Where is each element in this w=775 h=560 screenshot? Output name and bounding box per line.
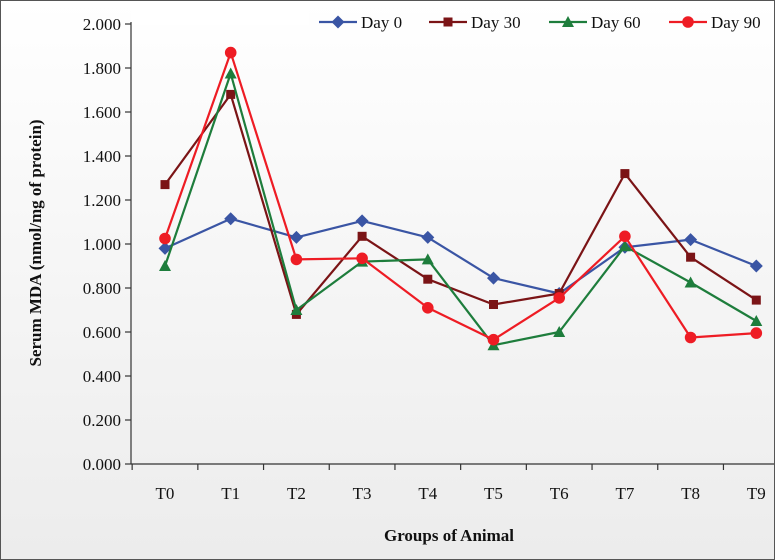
legend-label: Day 0: [361, 13, 402, 32]
x-tick-label: T8: [681, 484, 700, 503]
series-day-90: [159, 46, 763, 346]
legend-marker: [443, 17, 453, 27]
y-tick-label: 0.200: [83, 411, 121, 430]
x-tick-label: T0: [156, 484, 175, 503]
x-tick-label: T5: [484, 484, 503, 503]
x-axis-title: Groups of Animal: [384, 526, 514, 545]
legend-label: Day 60: [591, 13, 641, 32]
data-point: [421, 253, 434, 265]
data-point: [619, 230, 631, 243]
y-axis-title: Serum MDA (nmol/mg of protein): [26, 119, 45, 366]
data-point: [618, 240, 631, 252]
x-tick-label: T4: [418, 484, 437, 503]
legend-backdrop: [131, 3, 309, 25]
data-point: [159, 260, 171, 271]
data-point: [553, 292, 565, 304]
data-point: [355, 214, 369, 228]
legend-item: Day 60: [549, 13, 641, 32]
x-tick-label: T1: [221, 484, 240, 503]
x-tick-label: T3: [353, 484, 372, 503]
data-point: [224, 212, 238, 226]
data-point: [489, 300, 498, 309]
y-tick-label: 1.200: [83, 191, 121, 210]
x-tick-label: T7: [615, 484, 634, 503]
data-point: [684, 331, 697, 344]
y-tick-label: 2.000: [83, 15, 121, 34]
data-point: [356, 252, 368, 265]
series-day-0: [158, 212, 763, 300]
x-tick-label: T6: [550, 484, 569, 503]
data-point: [423, 274, 433, 284]
y-tick-label: 1.600: [83, 103, 121, 122]
x-tick-labels: T0 T1 T2 T3 T4 T5 T6 T7 T8 T9: [156, 484, 766, 503]
legend-marker: [331, 15, 345, 29]
data-point: [421, 230, 435, 244]
data-point: [749, 259, 763, 273]
legend-label: Day 90: [711, 13, 761, 32]
data-point: [684, 233, 698, 247]
legend-label: Day 30: [471, 13, 521, 32]
legend-item: Day 0: [319, 13, 402, 32]
legend-item: Day 30: [429, 13, 521, 32]
data-point: [160, 180, 170, 190]
legend: Day 0 Day 30 Day 60 Day 90: [319, 13, 761, 32]
data-point: [750, 315, 763, 326]
legend-marker: [562, 16, 574, 27]
series-layer: [158, 46, 763, 351]
x-tick-label: T9: [747, 484, 766, 503]
data-point: [224, 67, 237, 79]
y-tick-label: 1.800: [83, 59, 121, 78]
data-point: [158, 241, 172, 255]
axes: [125, 3, 774, 470]
series-line: [163, 72, 757, 347]
series-line: [164, 93, 757, 316]
y-tick-labels: 0.000 0.200 0.400 0.600 0.800 1.000 1.200 1.400…: [83, 15, 121, 474]
legend-marker: [682, 16, 694, 28]
series-day-30: [160, 89, 761, 319]
data-point: [226, 89, 236, 99]
data-point: [684, 276, 697, 288]
data-point: [159, 232, 171, 245]
y-tick-label: 0.800: [83, 279, 121, 298]
legend-item: Day 90: [669, 13, 761, 32]
series-line: [164, 217, 757, 295]
series-line: [163, 51, 757, 341]
y-tick-label: 0.400: [83, 367, 121, 386]
y-tick-label: 1.400: [83, 147, 121, 166]
data-point: [487, 271, 500, 285]
data-point: [224, 46, 237, 59]
y-tick-label: 0.000: [83, 455, 121, 474]
data-point: [553, 326, 566, 337]
data-point: [620, 169, 630, 179]
data-point: [357, 231, 367, 241]
data-point: [751, 295, 761, 305]
y-tick-label: 0.600: [83, 323, 121, 342]
data-point: [487, 333, 500, 346]
data-point: [290, 304, 303, 315]
data-point: [290, 253, 303, 266]
data-point: [750, 327, 763, 339]
y-tick-label: 1.000: [83, 235, 121, 254]
data-point: [422, 302, 434, 314]
data-point: [289, 230, 303, 244]
x-tick-label: T2: [287, 484, 306, 503]
data-point: [686, 252, 696, 262]
